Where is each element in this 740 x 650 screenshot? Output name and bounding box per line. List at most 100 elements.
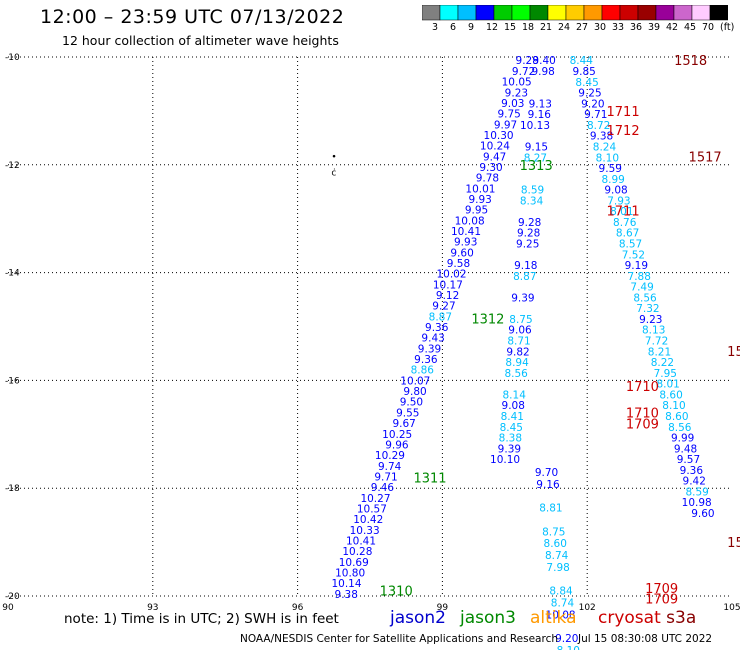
wave-height-value: 9.27 (432, 301, 455, 313)
color-scale-label: 18 (522, 22, 535, 33)
pass-number-label: 1313 (520, 159, 553, 174)
lon-tick-label: 96 (292, 603, 304, 613)
wave-height-value: 9.71 (374, 471, 397, 483)
color-scale-labels: 3 6 9 12 15 18 21 24 27 30 33 36 39 42 45 70 (ft) (422, 22, 734, 34)
wave-height-value: 9.58 (447, 258, 470, 270)
wave-height-value: 8.01 (656, 379, 679, 391)
wave-height-value: 8.87 (513, 271, 536, 283)
wave-height-value: 9.06 (508, 325, 532, 337)
legend-s3a: s3a (666, 608, 697, 628)
wave-height-value: 9.99 (671, 433, 694, 445)
color-scale-label: (ft) (720, 22, 735, 33)
color-scale-label: 27 (576, 22, 589, 33)
wave-height-value: 8.84 (549, 586, 573, 598)
island-mark: • (331, 152, 336, 162)
wave-height-value: 9.60 (691, 508, 714, 520)
wave-height-value: 7.32 (636, 303, 659, 315)
wave-height-value: 9.98 (531, 66, 554, 78)
wave-height-value: 9.75 (497, 109, 520, 121)
wave-height-value: 10.02 (436, 269, 466, 281)
wave-height-value: 9.85 (572, 66, 595, 78)
color-scale-label: 33 (612, 22, 625, 33)
wave-height-value: 8.71 (507, 336, 530, 348)
legend-jason2: jason2 (390, 608, 446, 628)
wave-height-value: 8.22 (651, 357, 674, 369)
pass-number-label: 1712 (607, 124, 640, 139)
wave-height-value: 7.49 (630, 282, 653, 294)
wave-height-value: 10.29 (375, 450, 405, 462)
color-scale-label: 70 (702, 22, 715, 33)
wave-height-value: 9.42 (683, 476, 706, 488)
wave-height-value: 7.93 (607, 195, 630, 207)
pass-number-label: 1516 (727, 345, 740, 360)
wave-height-value: 9.38 (590, 131, 613, 143)
wave-height-value: 9.13 (529, 98, 552, 110)
wave-height-value: 9.97 (494, 119, 517, 131)
pass-number-label: 1711 (607, 205, 640, 220)
wave-height-value: 9.55 (396, 407, 419, 419)
color-scale-label: 36 (630, 22, 643, 33)
wave-height-value: 8.60 (665, 411, 688, 423)
wave-height-value: 9.39 (511, 292, 534, 304)
color-scale-label: 39 (648, 22, 661, 33)
wave-height-value: 9.74 (378, 461, 402, 473)
wave-height-value: 8.10 (662, 400, 685, 412)
lat-tick-label: -16 (5, 376, 20, 386)
wave-height-value: 8.99 (601, 174, 624, 186)
pass-number-label: 1709 (645, 593, 678, 608)
pass-number-label: 1709 (645, 582, 678, 597)
wave-height-value: 9.28 (518, 217, 541, 229)
wave-height-value: 8.14 (503, 389, 527, 401)
wave-height-value: 8.41 (501, 411, 524, 423)
wave-height-value: 9.08 (502, 400, 525, 412)
wave-height-value: 9.36 (680, 465, 704, 477)
lat-tick-label: -18 (5, 484, 20, 494)
wave-height-value: 9.38 (335, 589, 358, 601)
wave-height-value: 9.39 (498, 443, 521, 455)
wave-height-value: 9.40 (532, 55, 555, 67)
wave-height-value: 10.08 (546, 609, 576, 621)
wave-height-value: 10.07 (400, 375, 430, 387)
wave-height-value: 8.57 (619, 238, 642, 250)
pass-number-label: 1311 (413, 471, 446, 486)
wave-height-value: 9.23 (505, 87, 528, 99)
wave-height-value: 8.27 (524, 152, 547, 164)
wave-height-value: 8.87 (429, 311, 452, 323)
color-scale-label: 24 (558, 22, 571, 33)
wave-height-value: 10.28 (342, 546, 372, 558)
pass-number-label: 1517 (689, 151, 722, 166)
wave-height-value: 9.16 (536, 479, 560, 491)
lon-tick-label: 90 (2, 603, 14, 613)
lat-tick-label: -20 (5, 592, 20, 602)
color-scale-label: 6 (450, 22, 457, 33)
wave-height-value: 9.28 (516, 55, 539, 67)
wave-height-value: 9.16 (528, 109, 552, 121)
wave-height-value: 10.30 (484, 130, 514, 142)
wave-height-value: 8.10 (557, 645, 580, 650)
wave-height-value: 8.76 (613, 217, 637, 229)
wave-height-value: 9.95 (465, 205, 488, 217)
lon-tick-label: 93 (147, 603, 158, 613)
wave-height-value: 8.24 (593, 141, 617, 153)
wave-height-value: 9.43 (421, 333, 444, 345)
wave-height-value: 10.14 (331, 578, 361, 590)
color-scale-label: 30 (594, 22, 607, 33)
wave-height-value: 8.67 (616, 228, 639, 240)
wave-height-value: 9.12 (436, 290, 459, 302)
wave-height-value: 9.28 (517, 228, 540, 240)
legend-cryosat-s3a: cryosat s3a (598, 608, 696, 628)
wave-height-value: 9.70 (535, 467, 558, 479)
color-scale-label: 15 (504, 22, 517, 33)
wave-height-value: 9.36 (425, 322, 449, 334)
wave-height-value: 9.93 (468, 194, 491, 206)
pass-number-label: 1710 (626, 380, 659, 395)
wave-height-value: 9.23 (639, 314, 662, 326)
lon-tick-label: 99 (437, 603, 449, 613)
legend-altika: altika (530, 608, 577, 628)
lat-tick-label: -10 (5, 53, 20, 63)
wave-height-value: 8.72 (587, 120, 610, 132)
wave-height-value: 10.17 (433, 279, 463, 291)
wave-height-value: 9.25 (516, 238, 539, 250)
pass-number-label: 1711 (607, 105, 640, 120)
